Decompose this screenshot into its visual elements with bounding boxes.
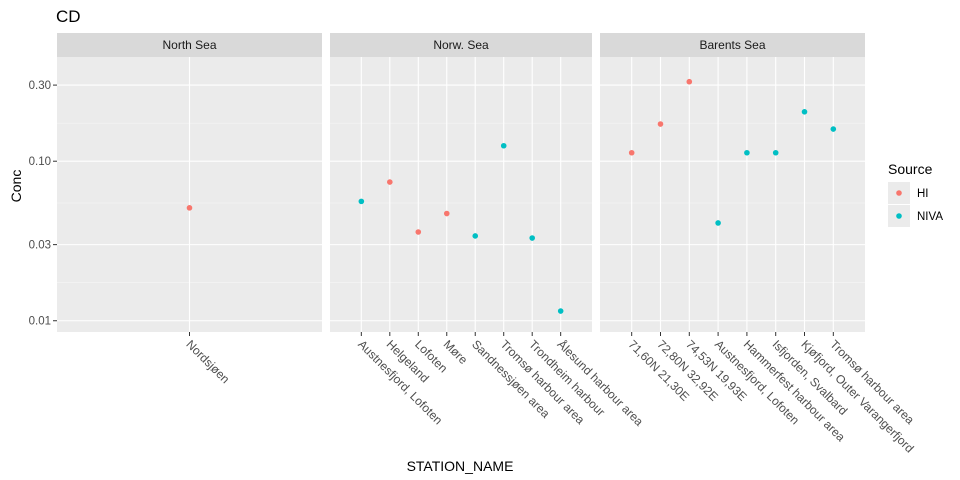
y-axis-title: Conc: [8, 170, 24, 203]
facet-panel: Austnesfjord, LofotenHelgelandLofotenMør…: [330, 33, 647, 429]
facet-strip-label: Barents Sea: [699, 38, 765, 52]
legend-title: Source: [888, 161, 933, 177]
data-point: [772, 149, 779, 156]
data-point: [358, 198, 365, 205]
legend-swatch: [896, 190, 902, 196]
y-tick-label: 0.10: [29, 156, 51, 168]
chart-title: CD: [56, 7, 81, 26]
facet-strip: [600, 33, 865, 57]
data-point: [657, 121, 664, 127]
data-point: [415, 229, 422, 235]
data-point: [529, 235, 535, 241]
data-point: [472, 233, 479, 239]
data-point: [628, 149, 635, 156]
data-point: [686, 78, 693, 85]
x-tick-label: Kjøfjord, Outer Varangerfjord: [798, 337, 916, 455]
facet-strip: [330, 33, 592, 57]
data-point: [830, 126, 837, 132]
data-point: [801, 109, 808, 115]
y-tick-label: 0.30: [29, 80, 51, 92]
facet-strip-label: North Sea: [162, 38, 216, 52]
y-axis: 0.01 0.03 0.10 0.30: [29, 80, 57, 328]
data-point: [186, 205, 193, 211]
data-point: [443, 210, 450, 217]
legend: Source HI NIVA: [888, 161, 943, 227]
panel-background: [600, 57, 865, 332]
data-point: [387, 179, 393, 185]
y-tick-label: 0.01: [29, 316, 51, 328]
facet-panel: Nordsjøen North Sea: [57, 33, 322, 386]
facets: Nordsjøen North Sea Austnesfjord, LofotenH…: [57, 33, 917, 455]
legend-label: HI: [917, 188, 929, 200]
data-point: [500, 142, 507, 149]
data-point: [557, 308, 564, 314]
x-axis-title: STATION_NAME: [407, 458, 514, 474]
x-tick-label: Nordsjøen: [183, 337, 232, 386]
facet-strip-label: Norw. Sea: [433, 38, 489, 52]
y-tick-label: 0.03: [29, 240, 51, 252]
facet-strip: [57, 33, 322, 57]
data-point: [744, 149, 750, 156]
panel-background: [330, 57, 592, 332]
legend-label: NIVA: [917, 211, 943, 223]
data-point: [715, 220, 721, 226]
legend-swatch: [896, 213, 902, 219]
